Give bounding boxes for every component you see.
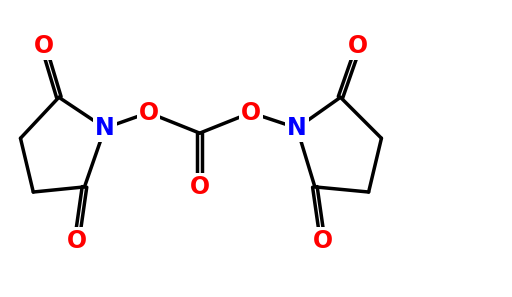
Text: O: O <box>241 101 261 125</box>
Text: O: O <box>189 175 210 199</box>
Text: O: O <box>67 229 87 253</box>
Text: O: O <box>348 34 369 58</box>
Text: O: O <box>33 34 54 58</box>
Text: O: O <box>312 229 333 253</box>
Text: N: N <box>95 116 115 140</box>
Text: O: O <box>138 101 159 125</box>
Text: N: N <box>287 116 307 140</box>
